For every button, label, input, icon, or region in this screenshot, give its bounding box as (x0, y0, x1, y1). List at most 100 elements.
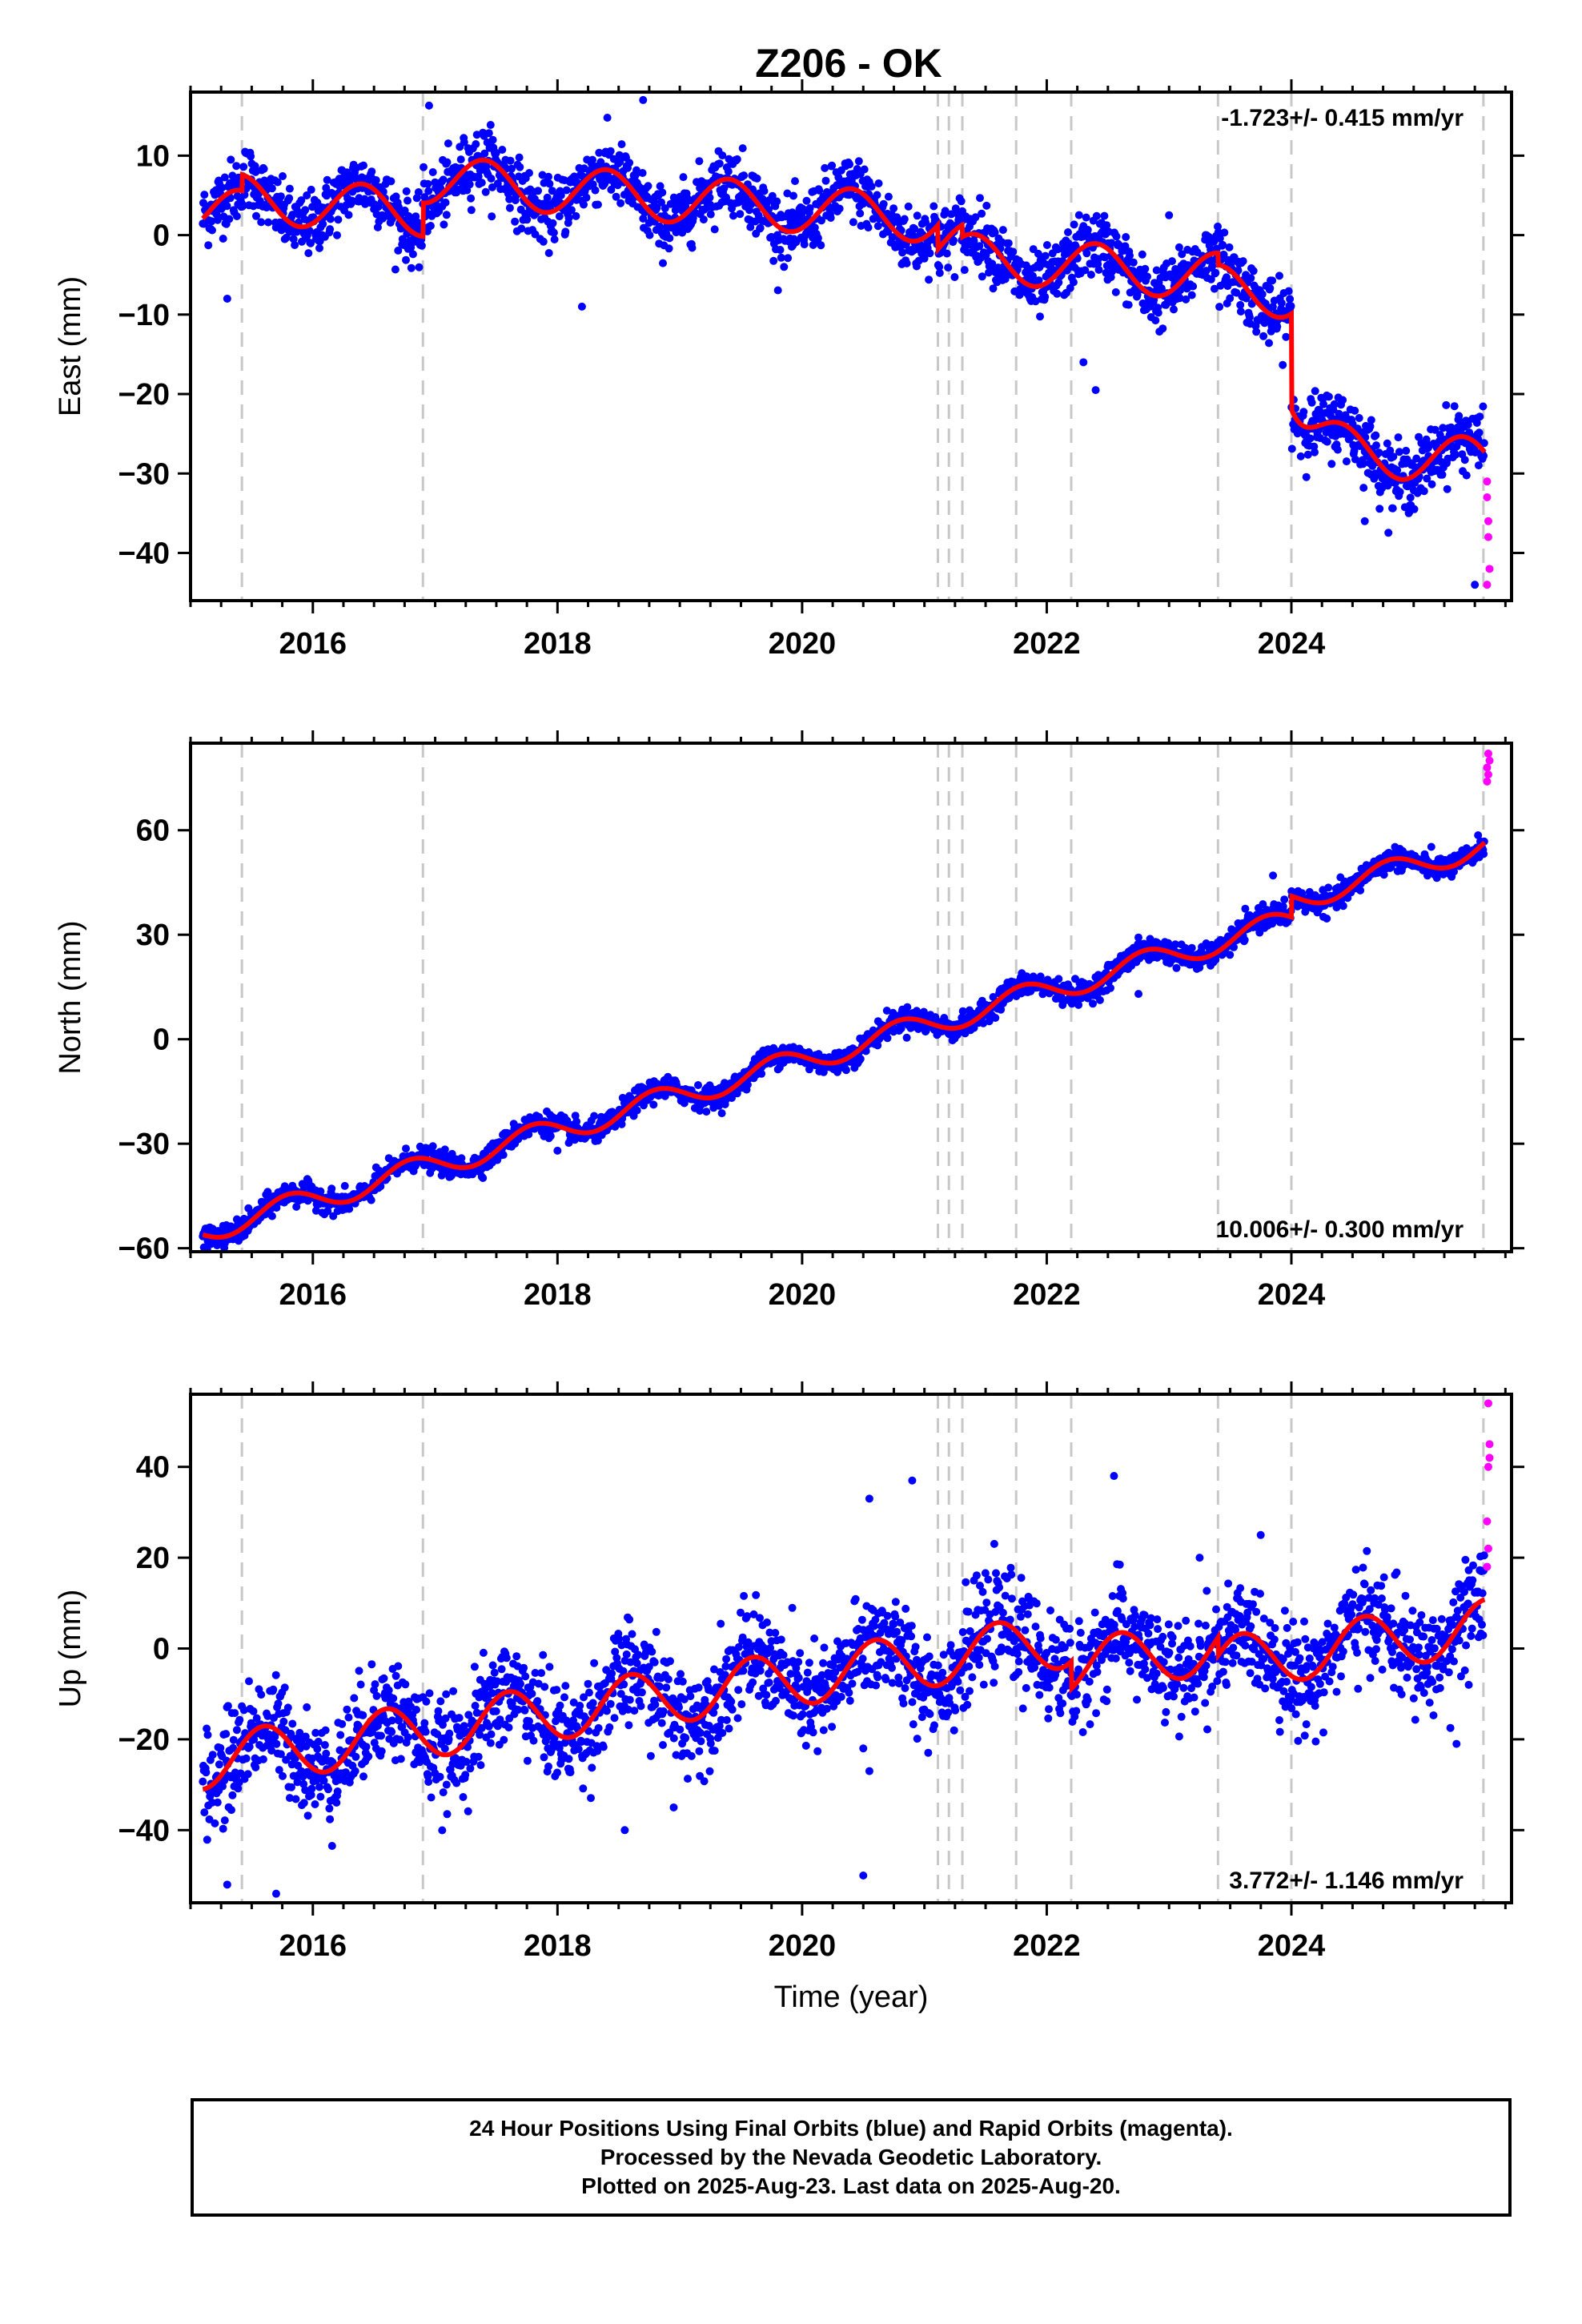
rapid-point (1483, 777, 1492, 786)
data-point (564, 214, 573, 223)
data-point (467, 206, 476, 215)
data-point (1284, 287, 1293, 296)
data-point (544, 172, 552, 181)
data-point (722, 193, 731, 202)
data-point (1330, 400, 1339, 408)
data-point (856, 1055, 865, 1063)
data-point (1359, 484, 1368, 493)
data-point (1351, 406, 1359, 415)
data-point (1219, 251, 1228, 259)
data-point (1394, 433, 1403, 442)
data-point (1082, 213, 1090, 222)
data-point (276, 192, 285, 201)
data-point (291, 241, 299, 249)
data-point (1141, 264, 1150, 273)
data-point (1342, 457, 1351, 466)
plot-frame (189, 90, 1513, 602)
data-point (1268, 303, 1277, 312)
data-point (590, 1112, 599, 1120)
data-point (845, 160, 854, 169)
data-point (1307, 398, 1316, 407)
data-point (426, 222, 435, 230)
data-point (1071, 242, 1080, 251)
data-point (223, 1702, 232, 1711)
data-point (506, 156, 515, 165)
x-tick-label: 2018 (524, 627, 592, 661)
data-point (1247, 274, 1255, 283)
data-point (751, 217, 760, 226)
data-point (788, 208, 797, 217)
data-point (267, 184, 276, 193)
data-point (534, 187, 542, 195)
data-point (1154, 308, 1162, 317)
model-line (201, 157, 1487, 482)
data-point (367, 167, 376, 176)
rapid-point (1483, 763, 1492, 772)
data-point (1187, 943, 1196, 952)
data-point (505, 195, 514, 203)
data-point (1324, 392, 1333, 401)
data-point (477, 179, 486, 187)
data-point (873, 191, 881, 199)
data-point (415, 263, 424, 271)
data-point (326, 215, 335, 223)
data-point (251, 162, 259, 171)
data-point (1306, 434, 1315, 443)
data-point (1415, 432, 1423, 441)
rate-label: 10.006+/- 0.300 mm/yr (1216, 1216, 1464, 1243)
data-point (710, 225, 719, 234)
data-point (1359, 460, 1367, 468)
data-point (1268, 276, 1277, 285)
data-point (456, 155, 465, 164)
data-point (756, 223, 765, 232)
data-point (1339, 396, 1347, 404)
data-point (1258, 290, 1267, 299)
data-point (327, 1184, 336, 1193)
data-point (247, 152, 255, 161)
data-point (898, 248, 907, 257)
data-point (926, 249, 934, 258)
data-point (1395, 448, 1403, 456)
data-point (1286, 295, 1295, 304)
data-point (1367, 416, 1375, 424)
data-point (1207, 275, 1215, 283)
data-point (479, 1174, 488, 1182)
data-point (1041, 251, 1050, 260)
data-point (1287, 444, 1296, 453)
data-point (259, 164, 268, 173)
data-point (220, 1816, 229, 1825)
data-point (407, 243, 416, 251)
data-point (1460, 456, 1469, 464)
data-point (791, 177, 799, 186)
data-point (1106, 983, 1114, 992)
data-point (202, 1768, 211, 1777)
data-point (821, 176, 830, 185)
data-point (617, 140, 626, 149)
data-point (854, 157, 863, 166)
data-point (417, 241, 426, 250)
rapid-point (1484, 533, 1492, 541)
data-point (1452, 450, 1460, 459)
data-point (200, 191, 209, 199)
data-point (1277, 299, 1286, 308)
y-tick-label: 60 (136, 814, 170, 848)
data-point (998, 226, 1007, 235)
data-point (817, 241, 825, 250)
data-point (1423, 474, 1431, 483)
data-point (729, 211, 737, 220)
final-orbit-points (199, 95, 1494, 589)
data-point (424, 101, 433, 110)
data-point (1472, 419, 1481, 427)
data-point (420, 193, 429, 202)
data-point (1094, 265, 1103, 274)
data-point (1350, 447, 1359, 456)
data-point (821, 163, 829, 172)
data-point (359, 161, 367, 170)
data-point (695, 157, 704, 166)
data-point (545, 179, 554, 188)
data-point (957, 197, 966, 206)
y-tick-label: −20 (118, 378, 170, 412)
data-point (1419, 487, 1428, 496)
data-point (1375, 505, 1384, 513)
